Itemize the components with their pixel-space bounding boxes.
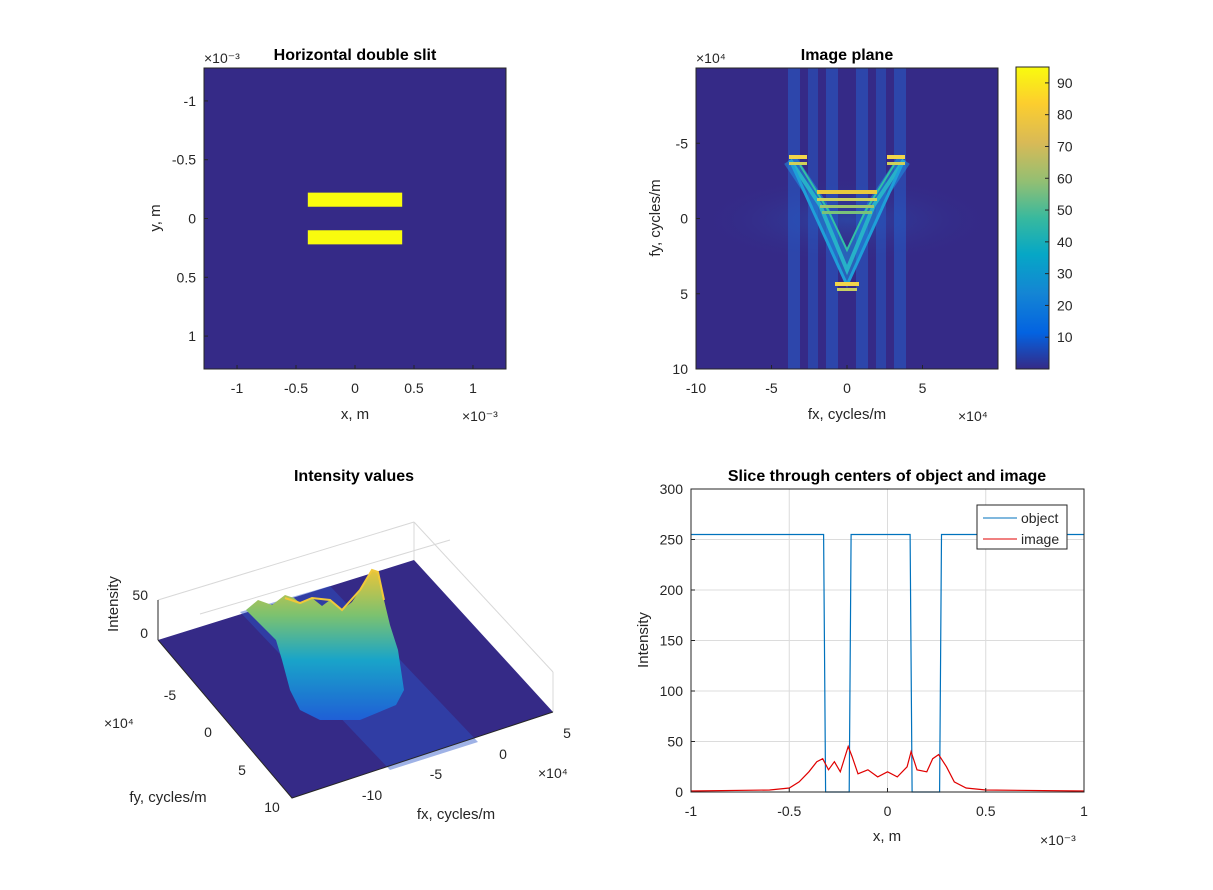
surface-title: Intensity values [294, 468, 414, 485]
colorbar-tick-label: 20 [1057, 297, 1073, 313]
y-tick-label: -5 [676, 135, 689, 151]
series-line-object [691, 533, 1084, 793]
x-tick-label: -5 [765, 380, 778, 396]
surface-xlabel: fx, cycles/m [417, 806, 495, 823]
y-tick-label: 0 [675, 784, 683, 800]
image-plane-ylabel: fy, cycles/m [647, 179, 664, 256]
surface-peaks [246, 570, 404, 720]
y-tick-label: 250 [660, 532, 684, 548]
colorbar-tick-label: 30 [1057, 266, 1073, 282]
y-tick-label: 1 [188, 328, 196, 344]
double-slit-y-exponent: ×10⁻³ [204, 50, 240, 66]
surface-y-exponent: ×10⁴ [104, 715, 134, 731]
y-tick-label: 5 [238, 762, 246, 778]
x-tick-label: 0.5 [976, 803, 996, 819]
double-slit-x-exponent: ×10⁻³ [462, 408, 498, 424]
x-tick-label: 0 [351, 380, 359, 396]
colorbar-tick-label: 70 [1057, 138, 1073, 154]
slit-1 [307, 192, 403, 207]
colorbar-tick-label: 80 [1057, 107, 1073, 123]
slice-title: Slice through centers of object and imag… [728, 468, 1046, 485]
double-slit-xlabel: x, m [341, 406, 369, 423]
x-tick-label: -1 [685, 803, 698, 819]
colorbar [1015, 66, 1050, 370]
panel-double-slit: Horizontal double slit -1 -0.5 0 0.5 1 -1 -0.… [147, 47, 507, 424]
y-tick-label: 0 [204, 724, 212, 740]
surface-ridge [284, 568, 385, 612]
y-tick-label: 0.5 [177, 269, 197, 285]
x-tick-label: 0.5 [404, 380, 424, 396]
slice-xlabel: x, m [873, 828, 901, 845]
y-tick-label: 0 [188, 211, 196, 227]
colorbar-tick-label: 10 [1057, 329, 1073, 345]
y-tick-label: 50 [667, 734, 683, 750]
y-tick-label: 200 [660, 582, 684, 598]
colorbar-tick-label: 50 [1057, 202, 1073, 218]
slice-x-exponent: ×10⁻³ [1040, 832, 1076, 848]
panel-slice: Slice through centers of object and imag… [635, 468, 1088, 848]
x-tick-label: 5 [919, 380, 927, 396]
y-tick-label: 10 [672, 361, 688, 377]
x-tick-label: -0.5 [777, 803, 801, 819]
panel-image-plane: Image plane -10 -5 0 5 [647, 47, 1073, 424]
image-plane-title: Image plane [801, 47, 894, 64]
y-tick-label: 5 [680, 286, 688, 302]
x-tick-label: -1 [231, 380, 244, 396]
slit-2 [307, 230, 403, 245]
x-tick-label: 0 [843, 380, 851, 396]
z-tick-label: 0 [140, 625, 148, 641]
colorbar-tick-label: 90 [1057, 75, 1073, 91]
surface-x-exponent: ×10⁴ [538, 765, 568, 781]
double-slit-background [204, 68, 506, 369]
x-tick-label: 5 [563, 725, 571, 741]
z-tick-label: 50 [132, 587, 148, 603]
x-tick-label: -10 [686, 380, 706, 396]
x-tick-label: -0.5 [284, 380, 308, 396]
legend-image-label: image [1021, 531, 1059, 547]
slice-legend: object image [976, 504, 1068, 550]
double-slit-title: Horizontal double slit [274, 47, 437, 64]
double-slit-ylabel: y, m [147, 204, 164, 231]
x-tick-label: -5 [430, 766, 443, 782]
surface-ylabel: fy, cycles/m [129, 789, 206, 806]
surface-edge [157, 639, 554, 799]
x-tick-label: 1 [469, 380, 477, 396]
panel-intensity-surface: Intensity values -10 -5 0 5 -5 0 5 10 0 50 Inte… [104, 468, 571, 823]
image-plane-xlabel: fx, cycles/m [808, 406, 886, 423]
y-tick-label: 0 [680, 211, 688, 227]
y-tick-label: 150 [660, 633, 684, 649]
legend-object-label: object [1021, 510, 1058, 526]
y-tick-label: 10 [264, 799, 280, 815]
image-plane-y-exponent: ×10⁴ [696, 50, 726, 66]
y-tick-label: 300 [660, 481, 684, 497]
y-tick-label: 100 [660, 683, 684, 699]
x-tick-label: -10 [362, 787, 382, 803]
y-tick-label: -0.5 [172, 152, 196, 168]
colorbar-tick-label: 60 [1057, 170, 1073, 186]
y-tick-label: -1 [184, 93, 197, 109]
colorbar-tick-label: 40 [1057, 234, 1073, 250]
y-tick-label: -5 [164, 687, 177, 703]
series-line-image [690, 744, 1085, 792]
image-plane-x-exponent: ×10⁴ [958, 408, 988, 424]
image-plane-pattern [697, 68, 997, 369]
slice-ylabel: Intensity [635, 612, 652, 668]
surface-zlabel: Intensity [105, 576, 122, 632]
x-tick-label: 1 [1080, 803, 1088, 819]
x-tick-label: 0 [499, 746, 507, 762]
x-tick-label: 0 [884, 803, 892, 819]
